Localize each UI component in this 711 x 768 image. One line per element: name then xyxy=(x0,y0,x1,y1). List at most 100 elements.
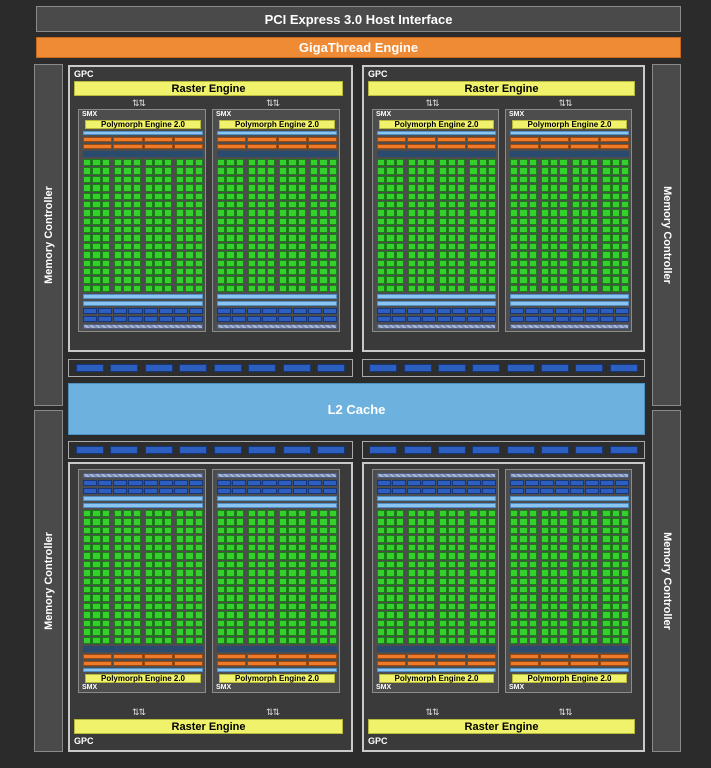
cuda-core xyxy=(550,200,559,209)
cuda-core xyxy=(328,585,337,594)
cuda-core xyxy=(550,167,559,175)
cuda-core xyxy=(248,200,257,209)
warp-scheduler-row xyxy=(83,144,203,149)
cuda-core xyxy=(540,510,549,518)
cuda-core xyxy=(145,209,154,217)
cuda-core xyxy=(163,226,172,234)
cuda-core xyxy=(611,234,620,242)
cuda-core xyxy=(114,560,123,569)
cuda-core xyxy=(194,175,203,184)
load-store-unit xyxy=(292,308,307,314)
cuda-core xyxy=(217,200,226,209)
cuda-core xyxy=(257,276,266,284)
load-store-unit xyxy=(467,488,481,494)
cuda-core xyxy=(528,184,537,192)
cuda-core xyxy=(194,518,203,526)
cuda-core xyxy=(487,594,496,602)
load-store-unit xyxy=(615,488,629,494)
cuda-core xyxy=(550,234,559,242)
cuda-core xyxy=(114,569,123,577)
load-store-unit xyxy=(555,316,569,322)
cuda-core xyxy=(580,167,589,175)
cuda-core xyxy=(540,585,549,594)
cuda-core xyxy=(328,594,337,602)
smx-label: SMX xyxy=(509,684,525,691)
cuda-core xyxy=(185,242,194,251)
warp-scheduler-block xyxy=(570,661,599,666)
warp-scheduler-row xyxy=(217,144,337,149)
cuda-core xyxy=(176,276,185,284)
cuda-core xyxy=(83,226,92,234)
cuda-core xyxy=(288,284,297,292)
cuda-core xyxy=(328,192,337,200)
cuda-core xyxy=(620,518,629,526)
cuda-core xyxy=(92,594,101,602)
cuda-core xyxy=(248,242,257,251)
cuda-core xyxy=(132,518,141,526)
cuda-core xyxy=(519,251,528,259)
load-store-unit xyxy=(98,308,113,314)
cuda-core xyxy=(235,192,244,200)
cuda-core xyxy=(407,543,416,552)
cuda-core xyxy=(217,619,226,628)
cuda-core xyxy=(145,560,154,569)
cuda-core xyxy=(426,259,435,267)
cuda-core xyxy=(226,543,235,552)
cuda-core xyxy=(590,577,599,585)
pci-express-host-interface: PCI Express 3.0 Host Interface xyxy=(36,6,681,32)
cuda-core xyxy=(571,585,580,594)
cuda-core xyxy=(571,535,580,543)
cuda-core xyxy=(559,552,568,560)
smx-label: SMX xyxy=(376,684,392,691)
cuda-core xyxy=(235,217,244,225)
cuda-core xyxy=(92,560,101,569)
warp-scheduler-block xyxy=(277,137,307,142)
cuda-core xyxy=(469,175,478,184)
cuda-core xyxy=(447,510,456,518)
cuda-core xyxy=(519,628,528,636)
cuda-core xyxy=(235,560,244,569)
cuda-core xyxy=(163,594,172,602)
cuda-core xyxy=(248,594,257,602)
cuda-core xyxy=(580,611,589,619)
cuda-core xyxy=(519,577,528,585)
load-store-unit xyxy=(143,488,158,494)
cuda-core xyxy=(176,167,185,175)
cuda-core xyxy=(132,636,141,644)
cuda-core xyxy=(559,585,568,594)
cuda-core xyxy=(194,242,203,251)
cuda-core xyxy=(328,251,337,259)
cuda-core xyxy=(310,619,319,628)
cuda-core xyxy=(132,159,141,167)
load-store-unit xyxy=(292,488,307,494)
cuda-core xyxy=(377,175,386,184)
warp-scheduler-block xyxy=(407,654,436,659)
cuda-core xyxy=(248,628,257,636)
l2-crossbar-block xyxy=(179,364,208,372)
memory-controller-label: Memory Controller xyxy=(42,186,55,284)
cuda-core xyxy=(257,611,266,619)
cuda-core xyxy=(114,209,123,217)
cuda-core xyxy=(386,569,395,577)
load-store-unit xyxy=(262,480,277,486)
cuda-core xyxy=(571,510,580,518)
cuda-core xyxy=(123,628,132,636)
l2-crossbar-block xyxy=(575,364,604,372)
load-store-unit xyxy=(540,316,554,322)
cache-bar xyxy=(510,503,629,508)
polymorph-engine: Polymorph Engine 2.0 xyxy=(512,674,627,683)
cuda-core xyxy=(101,159,110,167)
cuda-core xyxy=(386,577,395,585)
cuda-core xyxy=(377,628,386,636)
cuda-core xyxy=(266,510,275,518)
cuda-core xyxy=(163,217,172,225)
load-store-unit xyxy=(422,316,436,322)
cuda-core xyxy=(469,226,478,234)
cuda-core xyxy=(447,585,456,594)
cuda-core xyxy=(386,560,395,569)
cache-bar xyxy=(377,301,496,306)
cuda-core xyxy=(407,569,416,577)
cuda-core xyxy=(154,636,163,644)
cuda-core xyxy=(457,552,466,560)
cuda-core xyxy=(114,217,123,225)
